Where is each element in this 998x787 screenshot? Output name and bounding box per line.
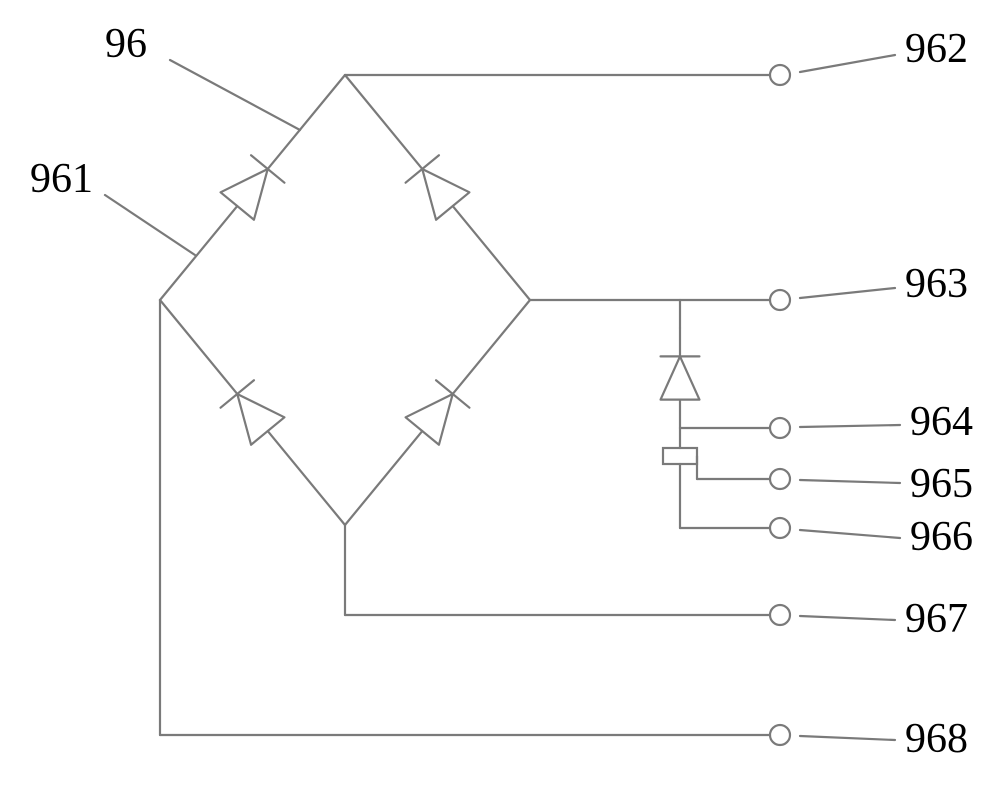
label-964: 964 (910, 398, 973, 446)
circuit-diagram (0, 0, 998, 787)
label-961: 961 (30, 155, 93, 203)
label-967: 967 (905, 595, 968, 643)
label-962: 962 (905, 25, 968, 73)
label-965: 965 (910, 460, 973, 508)
label-963: 963 (905, 260, 968, 308)
label-96: 96 (105, 20, 147, 68)
label-966: 966 (910, 513, 973, 561)
label-968: 968 (905, 715, 968, 763)
